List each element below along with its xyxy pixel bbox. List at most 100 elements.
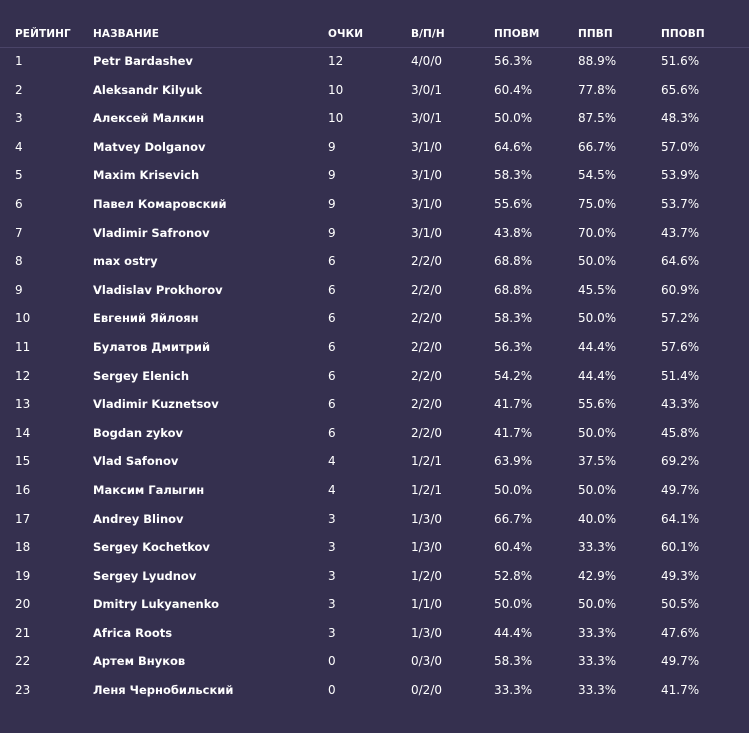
cell-pct1: 50.0% <box>494 111 533 126</box>
cell-rank: 23 <box>15 683 31 698</box>
header-pct2[interactable]: ППВП <box>578 28 613 40</box>
cell-pct3: 49.7% <box>661 482 700 497</box>
cell-pct3: 51.6% <box>661 54 700 68</box>
table-row: 5 Maxim Krisevich 9 3/1/0 58.3% 54.5% 53.9% <box>0 161 749 190</box>
cell-pct3: 69.2% <box>661 454 700 469</box>
header-divider <box>0 47 749 48</box>
cell-points: 6 <box>328 282 336 297</box>
header-points[interactable]: ОЧКИ <box>328 28 364 40</box>
cell-pct3: 41.7% <box>661 683 700 698</box>
cell-points: 3 <box>328 540 336 555</box>
cell-rank: 13 <box>15 397 31 412</box>
cell-pct1: 63.9% <box>494 454 533 469</box>
cell-pct1: 52.8% <box>494 568 533 583</box>
cell-points: 3 <box>328 625 336 640</box>
cell-points: 12 <box>328 54 344 68</box>
cell-pct1: 64.6% <box>494 139 533 154</box>
cell-wdl: 1/3/0 <box>411 540 442 555</box>
cell-pct1: 56.3% <box>494 54 533 68</box>
cell-rank: 21 <box>15 625 31 640</box>
cell-wdl: 1/3/0 <box>411 625 442 640</box>
header-wdl[interactable]: В/П/Н <box>411 28 445 40</box>
cell-rank: 12 <box>15 368 31 383</box>
cell-pct2: 50.0% <box>578 597 617 612</box>
table-row: 7 Vladimir Safronov 9 3/1/0 43.8% 70.0% 43.7% <box>0 219 749 248</box>
cell-name: Matvey Dolganov <box>93 139 206 154</box>
cell-pct1: 56.3% <box>494 339 533 354</box>
cell-points: 6 <box>328 397 336 412</box>
header-pct3[interactable]: ППОВП <box>661 28 705 40</box>
cell-pct1: 41.7% <box>494 425 533 440</box>
cell-pct2: 50.0% <box>578 254 617 269</box>
cell-pct2: 33.3% <box>578 654 617 669</box>
cell-points: 10 <box>328 111 344 126</box>
cell-rank: 2 <box>15 82 23 97</box>
cell-wdl: 1/2/0 <box>411 568 442 583</box>
table-row: 4 Matvey Dolganov 9 3/1/0 64.6% 66.7% 57.0% <box>0 133 749 162</box>
table-row: 18 Sergey Kochetkov 3 1/3/0 60.4% 33.3% 60.1% <box>0 533 749 562</box>
cell-rank: 7 <box>15 225 23 240</box>
cell-name: Africa Roots <box>93 625 173 640</box>
cell-rank: 16 <box>15 482 31 497</box>
cell-name: Dmitry Lukyanenko <box>93 597 219 612</box>
cell-points: 6 <box>328 311 336 326</box>
table-row: 21 Africa Roots 3 1/3/0 44.4% 33.3% 47.6% <box>0 619 749 648</box>
cell-wdl: 0/2/0 <box>411 683 442 698</box>
cell-pct3: 53.7% <box>661 196 700 211</box>
cell-wdl: 3/0/1 <box>411 111 442 126</box>
cell-points: 3 <box>328 597 336 612</box>
cell-name: Павел Комаровский <box>93 196 227 211</box>
cell-pct2: 50.0% <box>578 482 617 497</box>
cell-pct1: 58.3% <box>494 311 533 326</box>
cell-pct2: 33.3% <box>578 540 617 555</box>
cell-pct2: 54.5% <box>578 168 617 183</box>
table-row: 15 Vlad Safonov 4 1/2/1 63.9% 37.5% 69.2% <box>0 447 749 476</box>
cell-wdl: 3/1/0 <box>411 225 442 240</box>
cell-pct2: 88.9% <box>578 54 617 68</box>
cell-points: 0 <box>328 654 336 669</box>
cell-wdl: 2/2/0 <box>411 282 442 297</box>
cell-wdl: 2/2/0 <box>411 425 442 440</box>
cell-name: Maxim Krisevich <box>93 168 200 183</box>
table-row: 11 Булатов Дмитрий 6 2/2/0 56.3% 44.4% 57.6% <box>0 333 749 362</box>
cell-pct1: 58.3% <box>494 654 533 669</box>
header-pct1[interactable]: ППОВМ <box>494 28 540 40</box>
table-header: РЕЙТИНГ НАЗВАНИЕ ОЧКИ В/П/Н ППОВМ ППВП П… <box>0 23 749 45</box>
cell-rank: 8 <box>15 254 23 269</box>
cell-pct2: 44.4% <box>578 339 617 354</box>
cell-pct2: 45.5% <box>578 282 617 297</box>
table-row: 22 Артем Внуков 0 0/3/0 58.3% 33.3% 49.7% <box>0 647 749 676</box>
cell-points: 9 <box>328 139 336 154</box>
cell-wdl: 3/0/1 <box>411 82 442 97</box>
cell-wdl: 1/1/0 <box>411 597 442 612</box>
cell-rank: 5 <box>15 168 23 183</box>
cell-wdl: 0/3/0 <box>411 654 442 669</box>
cell-points: 6 <box>328 339 336 354</box>
cell-pct3: 51.4% <box>661 368 700 383</box>
cell-points: 4 <box>328 482 336 497</box>
cell-name: Максим Галыгин <box>93 482 205 497</box>
cell-rank: 3 <box>15 111 23 126</box>
cell-rank: 17 <box>15 511 31 526</box>
cell-pct2: 75.0% <box>578 196 617 211</box>
header-rank[interactable]: РЕЙТИНГ <box>15 28 71 40</box>
cell-pct3: 60.9% <box>661 282 700 297</box>
cell-name: Sergey Kochetkov <box>93 540 210 555</box>
cell-wdl: 2/2/0 <box>411 368 442 383</box>
cell-points: 6 <box>328 368 336 383</box>
table-body: 1 Petr Bardashev 12 4/0/0 56.3% 88.9% 51.6% 2 Al… <box>0 47 749 705</box>
header-name[interactable]: НАЗВАНИЕ <box>93 28 160 40</box>
cell-name: Vladimir Safronov <box>93 225 210 240</box>
cell-pct1: 44.4% <box>494 625 533 640</box>
cell-pct1: 50.0% <box>494 482 533 497</box>
cell-pct2: 50.0% <box>578 425 617 440</box>
cell-rank: 19 <box>15 568 31 583</box>
cell-wdl: 4/0/0 <box>411 54 442 68</box>
cell-pct1: 55.6% <box>494 196 533 211</box>
cell-name: Andrey Blinov <box>93 511 184 526</box>
cell-rank: 14 <box>15 425 31 440</box>
cell-rank: 15 <box>15 454 31 469</box>
cell-pct2: 55.6% <box>578 397 617 412</box>
cell-wdl: 1/2/1 <box>411 482 442 497</box>
cell-pct2: 33.3% <box>578 683 617 698</box>
